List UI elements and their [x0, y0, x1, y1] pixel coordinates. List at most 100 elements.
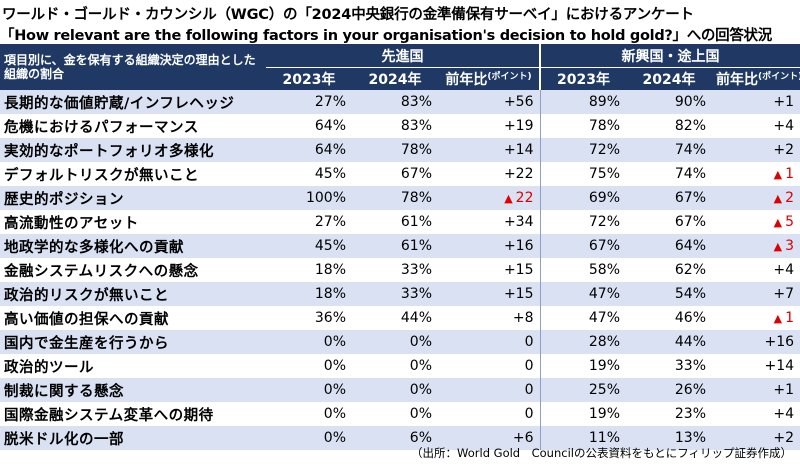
emerging-2023-cell: 89%: [539, 90, 626, 114]
advanced-2024-cell: 83%: [352, 90, 438, 114]
emerging-2023-cell: 78%: [539, 114, 626, 138]
advanced-2023-cell: 45%: [266, 162, 352, 186]
title-line-2: 「How relevant are the following factors …: [0, 28, 772, 44]
row-label: 長期的な価値貯蔵/インフレヘッジ: [0, 90, 266, 114]
advanced-change-cell: 0: [438, 402, 540, 426]
advanced-2024-header: 2024年: [352, 67, 438, 90]
source-footnote: （出所：World Gold Councilの公表資料をもとにフィリップ証券作成…: [411, 446, 792, 460]
advanced-change-cell: +14: [438, 138, 540, 162]
emerging-2023-cell: 19%: [539, 402, 626, 426]
emerging-2023-cell: 69%: [539, 186, 626, 210]
advanced-2024-cell: 0%: [352, 330, 438, 354]
emerging-2024-cell: 44%: [626, 330, 712, 354]
advanced-change-header: 前年比(ポイント): [438, 67, 540, 90]
emerging-2023-cell: 19%: [539, 354, 626, 378]
emerging-2024-cell: 67%: [626, 210, 712, 234]
row-label: 脱米ドル化の一部: [0, 426, 266, 450]
advanced-2024-cell: 0%: [352, 402, 438, 426]
advanced-2023-cell: 100%: [266, 186, 352, 210]
table-row: 金融システムリスクへの懸念 18% 33% +15 58% 62% +4: [0, 258, 800, 282]
table-row: 政治的リスクが無いこと 18% 33% +15 47% 54% +7: [0, 282, 800, 306]
table-row: 高い価値の担保への貢献 36% 44% +8 47% 46% ▲ 1: [0, 306, 800, 330]
emerging-change-cell: +4: [712, 258, 800, 282]
advanced-2024-cell: 33%: [352, 282, 438, 306]
advanced-2023-cell: 27%: [266, 90, 352, 114]
row-label: 政治的ツール: [0, 354, 266, 378]
row-label: 金融システムリスクへの懸念: [0, 258, 266, 282]
emerging-2024-cell: 62%: [626, 258, 712, 282]
decrease-triangle-icon: ▲: [773, 312, 783, 325]
advanced-2024-cell: 78%: [352, 138, 438, 162]
decrease-triangle-icon: ▲: [773, 192, 783, 205]
advanced-2023-cell: 0%: [266, 354, 352, 378]
table-row: 地政学的な多様化への貢献 45% 61% +16 67% 64% ▲ 3: [0, 234, 800, 258]
row-label: 高流動性のアセット: [0, 210, 266, 234]
emerging-2024-cell: 46%: [626, 306, 712, 330]
row-label: 政治的リスクが無いこと: [0, 282, 266, 306]
table-row: デフォルトリスクが無いこと 45% 67% +22 75% 74% ▲ 1: [0, 162, 800, 186]
emerging-change-cell: ▲ 1: [712, 162, 800, 186]
row-label: 危機におけるパフォーマンス: [0, 114, 266, 138]
advanced-2023-cell: 0%: [266, 426, 352, 450]
advanced-2023-cell: 0%: [266, 378, 352, 402]
emerging-2023-cell: 58%: [539, 258, 626, 282]
advanced-2024-cell: 0%: [352, 354, 438, 378]
table-row: 国際金融システム変革への期待 0% 0% 0 19% 23% +4: [0, 402, 800, 426]
emerging-2023-cell: 72%: [539, 138, 626, 162]
emerging-2023-cell: 25%: [539, 378, 626, 402]
emerging-2024-header: 2024年: [626, 67, 712, 90]
emerging-change-cell: +4: [712, 402, 800, 426]
emerging-2023-cell: 67%: [539, 234, 626, 258]
emerging-2024-cell: 54%: [626, 282, 712, 306]
advanced-change-cell: +19: [438, 114, 540, 138]
emerging-2024-cell: 13%: [626, 426, 712, 450]
advanced-2023-header: 2023年: [266, 67, 352, 90]
emerging-change-cell: ▲ 5: [712, 210, 800, 234]
table-row: 国内で金生産を行うから 0% 0% 0 28% 44% +16: [0, 330, 800, 354]
row-label: 国内で金生産を行うから: [0, 330, 266, 354]
advanced-2023-cell: 27%: [266, 210, 352, 234]
advanced-2023-cell: 0%: [266, 330, 352, 354]
row-label: 歴史的ポジション: [0, 186, 266, 210]
row-label: デフォルトリスクが無いこと: [0, 162, 266, 186]
advanced-change-cell: +8: [438, 306, 540, 330]
emerging-change-cell: +7: [712, 282, 800, 306]
table-row: 制裁に関する懸念 0% 0% 0 25% 26% +1: [0, 378, 800, 402]
emerging-2023-cell: 11%: [539, 426, 626, 450]
emerging-change-cell: +4: [712, 114, 800, 138]
advanced-2023-cell: 36%: [266, 306, 352, 330]
advanced-change-cell: +34: [438, 210, 540, 234]
advanced-change-cell: +6: [438, 426, 540, 450]
emerging-2024-cell: 26%: [626, 378, 712, 402]
advanced-change-cell: +56: [438, 90, 540, 114]
emerging-change-cell: ▲ 3: [712, 234, 800, 258]
emerging-2024-cell: 82%: [626, 114, 712, 138]
emerging-change-cell: ▲ 1: [712, 306, 800, 330]
emerging-change-cell: +14: [712, 354, 800, 378]
emerging-change-cell: +1: [712, 90, 800, 114]
advanced-change-cell: +22: [438, 162, 540, 186]
advanced-change-cell: 0: [438, 378, 540, 402]
row-label: 国際金融システム変革への期待: [0, 402, 266, 426]
decrease-triangle-icon: ▲: [773, 168, 783, 181]
emerging-2024-cell: 23%: [626, 402, 712, 426]
emerging-change-header: 前年比(ポイント): [712, 67, 800, 90]
table-row: 高流動性のアセット 27% 61% +34 72% 67% ▲ 5: [0, 210, 800, 234]
group-emerging-header: 新興国・途上国: [538, 44, 800, 68]
survey-table: 項目別に、金を保有する組織決定の理由とした組織の割合 先進国 新興国・途上国 2…: [0, 44, 800, 450]
advanced-2024-cell: 33%: [352, 258, 438, 282]
emerging-change-cell: +2: [712, 138, 800, 162]
advanced-2024-cell: 44%: [352, 306, 438, 330]
emerging-2024-cell: 67%: [626, 186, 712, 210]
table-row: 脱米ドル化の一部 0% 6% +6 11% 13% +2: [0, 426, 800, 450]
decrease-triangle-icon: ▲: [773, 240, 783, 253]
emerging-2024-cell: 74%: [626, 138, 712, 162]
advanced-2023-cell: 64%: [266, 114, 352, 138]
table-row: 実効的なポートフォリオ多様化 64% 78% +14 72% 74% +2: [0, 138, 800, 162]
advanced-2023-cell: 18%: [266, 258, 352, 282]
row-label: 実効的なポートフォリオ多様化: [0, 138, 266, 162]
advanced-2024-cell: 0%: [352, 378, 438, 402]
advanced-change-cell: +15: [438, 282, 540, 306]
emerging-change-cell: +2: [712, 426, 800, 450]
group-advanced-header: 先進国: [266, 44, 540, 68]
